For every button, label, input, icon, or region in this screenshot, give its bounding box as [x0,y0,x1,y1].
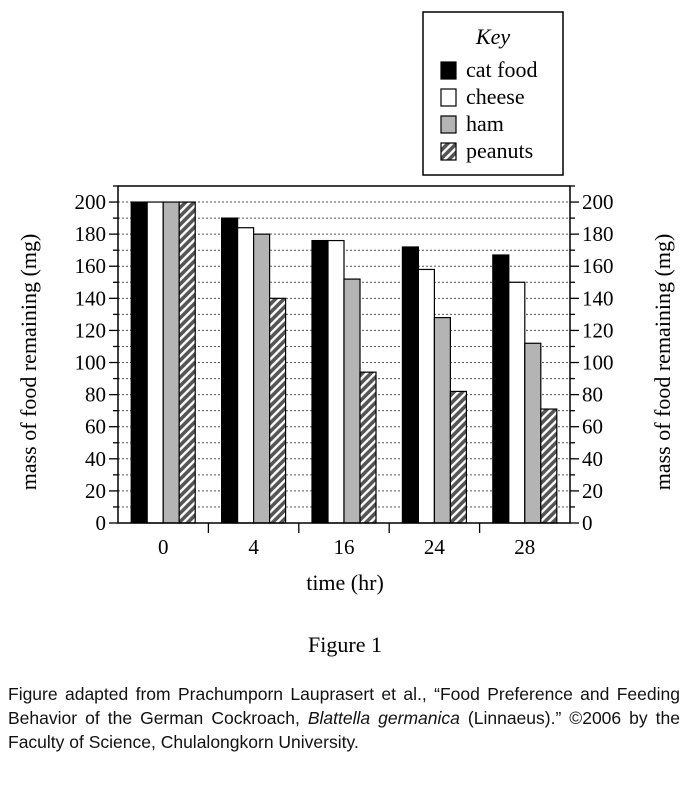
y-tick-label-right: 200 [582,190,614,214]
legend-label-cheese: cheese [466,84,525,109]
caption-species-name: Blattella germanica [307,708,460,728]
bar-peanuts-4 [269,297,287,524]
y-tick-label-left: 200 [75,190,107,214]
figure-caption: Figure adapted from Prachumporn Lauprase… [8,682,680,754]
bar-peanuts-24 [449,390,467,524]
bar-cat-food-28 [492,254,510,524]
x-tick-label: 4 [248,535,259,559]
y-tick-label-right: 140 [582,286,614,310]
legend-label-cat-food: cat food [466,57,537,82]
bar-ham-4 [253,233,271,524]
bar-cat-food-4 [221,217,239,524]
bar-peanuts-0 [178,201,196,524]
bar-ham-24 [433,316,451,524]
legend-swatch-cat-food [440,61,457,80]
y-tick-label-left: 0 [96,511,107,535]
bar-peanuts-16 [359,371,377,524]
legend-swatch-cheese [440,88,457,107]
bar-ham-16 [343,278,361,524]
legend-title: Key [475,24,510,49]
bar-cat-food-16 [311,239,329,524]
x-axis-label: time (hr) [306,570,384,595]
y-tick-label-left: 160 [75,254,107,278]
bar-ham-28 [524,342,542,524]
x-tick-label: 16 [334,535,355,559]
legend-label-peanuts: peanuts [466,138,533,163]
bar-cheese-28 [508,281,526,524]
y-axis-label-right: mass of food remaining (mg) [650,234,675,491]
x-tick-label: 28 [514,535,535,559]
bar-cat-food-24 [401,246,419,524]
y-tick-label-right: 40 [582,447,603,471]
x-tick-label: 24 [424,535,446,559]
legend-label-ham: ham [466,111,504,136]
figure-label: Figure 1 [308,632,382,657]
plot-frame [117,185,571,524]
bar-cheese-0 [146,201,164,524]
y-tick-label-right: 60 [582,415,603,439]
bar-cat-food-0 [130,201,148,524]
y-tick-label-left: 60 [85,415,106,439]
y-tick-label-left: 20 [85,479,106,503]
y-tick-label-left: 180 [75,222,107,246]
y-tick-label-left: 100 [75,351,107,375]
y-tick-label-right: 120 [582,318,614,342]
y-tick-label-right: 80 [582,383,603,407]
y-tick-label-right: 160 [582,254,614,278]
y-tick-label-right: 180 [582,222,614,246]
bar-cheese-16 [327,239,345,524]
y-tick-label-left: 40 [85,447,106,471]
legend-swatch-peanuts [440,142,457,161]
bar-ham-0 [162,201,180,524]
bar-cheese-24 [417,268,435,524]
y-tick-label-right: 0 [582,511,593,535]
caption-text-1: Figure adapted from Prachumporn Lauprase… [8,684,680,728]
caption-text-2: (Linnaeus).” ©2006 by the Faculty of Sci… [8,708,681,752]
x-tick-label: 0 [158,535,169,559]
bars [130,201,558,524]
y-tick-label-left: 140 [75,286,107,310]
y-tick-label-right: 20 [582,479,603,503]
y-tick-label-right: 100 [582,351,614,375]
bar-peanuts-28 [540,408,558,524]
bar-cheese-4 [237,227,255,524]
y-tick-label-left: 80 [85,383,106,407]
y-tick-label-left: 120 [75,318,107,342]
legend-swatch-ham [440,115,457,134]
y-axis-label-left: mass of food remaining (mg) [16,234,41,491]
